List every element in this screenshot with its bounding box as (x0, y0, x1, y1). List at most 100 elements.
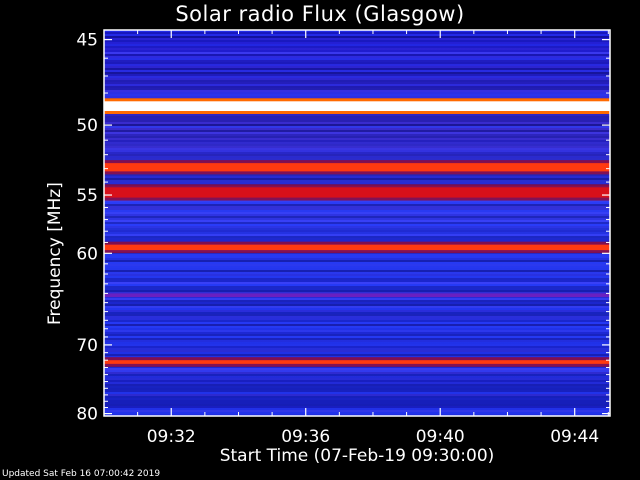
y-tick-label: 70 (76, 336, 98, 356)
noise-row (104, 42, 610, 44)
noise-row (104, 76, 610, 78)
noise-row (104, 232, 610, 234)
noise-row (104, 150, 610, 152)
noise-row (104, 202, 610, 204)
frequency-band-4 (104, 293, 610, 298)
noise-row (104, 126, 610, 128)
y-tick-label: 80 (76, 405, 98, 425)
frequency-band-1 (104, 163, 610, 172)
y-axis-label: Frequency [MHz] (45, 182, 65, 325)
noise-row (104, 46, 610, 48)
noise-row (104, 406, 610, 408)
noise-row (104, 346, 610, 348)
noise-row (104, 210, 610, 212)
noise-row (104, 32, 610, 34)
noise-row (104, 316, 610, 318)
frequency-band-0 (104, 101, 610, 111)
noise-row (104, 224, 610, 226)
noise-row (104, 268, 610, 270)
noise-row (104, 352, 610, 354)
noise-row (104, 74, 610, 76)
noise-row (104, 154, 610, 156)
update-timestamp: Updated Sat Feb 16 07:00:42 2019 (2, 469, 161, 479)
noise-row (104, 120, 610, 122)
noise-row (104, 336, 610, 338)
noise-row (104, 236, 610, 238)
noise-row (104, 220, 610, 222)
noise-row (104, 200, 610, 202)
noise-row (104, 274, 610, 276)
x-tick-label: 09:44 (550, 427, 599, 447)
noise-row (104, 82, 610, 84)
noise-row (104, 388, 610, 390)
noise-row (104, 146, 610, 148)
noise-row (104, 38, 610, 40)
noise-row (104, 212, 610, 214)
noise-row (104, 376, 610, 378)
noise-row (104, 136, 610, 138)
noise-row (104, 278, 610, 280)
noise-row (104, 66, 610, 68)
noise-row (104, 64, 610, 66)
noise-row (104, 340, 610, 342)
noise-row (104, 286, 610, 288)
noise-row (104, 48, 610, 50)
noise-row (104, 374, 610, 376)
x-tick-label: 09:36 (281, 427, 330, 447)
noise-row (104, 342, 610, 344)
noise-row (104, 204, 610, 206)
noise-row (104, 398, 610, 400)
noise-row (104, 240, 610, 242)
noise-row (104, 276, 610, 278)
noise-row (104, 52, 610, 54)
noise-row (104, 114, 610, 116)
noise-row (104, 158, 610, 160)
noise-row (104, 390, 610, 392)
noise-row (104, 88, 610, 90)
noise-row (104, 402, 610, 404)
noise-row (104, 206, 610, 208)
noise-row (104, 142, 610, 144)
noise-row (104, 282, 610, 284)
noise-row (104, 272, 610, 274)
noise-row (104, 324, 610, 326)
noise-row (104, 234, 610, 236)
noise-row (104, 238, 610, 240)
noise-row (104, 410, 610, 412)
noise-row (104, 138, 610, 140)
frequency-band-2 (104, 187, 610, 198)
noise-row (104, 262, 610, 264)
noise-row (104, 392, 610, 394)
noise-row (104, 270, 610, 272)
noise-row (104, 260, 610, 262)
noise-row (104, 384, 610, 386)
noise-row (104, 330, 610, 332)
noise-row (104, 144, 610, 146)
noise-row (104, 86, 610, 88)
noise-row (104, 122, 610, 124)
y-tick-label: 55 (76, 186, 98, 206)
noise-row (104, 408, 610, 410)
axes: 45 50 55 60 70 80 09:32 09:36 09:40 09:44 (76, 29, 611, 447)
noise-row (104, 94, 610, 96)
noise-row (104, 320, 610, 322)
noise-row (104, 180, 610, 182)
noise-row (104, 62, 610, 64)
noise-row (104, 134, 610, 136)
x-tick-label: 09:40 (416, 427, 465, 447)
noise-row (104, 350, 610, 352)
noise-row (104, 174, 610, 176)
noise-row (104, 394, 610, 396)
noise-row (104, 60, 610, 62)
noise-row (104, 312, 610, 314)
noise-row (104, 256, 610, 258)
noise-row (104, 378, 610, 380)
noise-row (104, 404, 610, 406)
noise-row (104, 70, 610, 72)
noise-row (104, 288, 610, 290)
noise-row (104, 178, 610, 180)
noise-row (104, 132, 610, 134)
noise-row (104, 222, 610, 224)
noise-row (104, 90, 610, 92)
